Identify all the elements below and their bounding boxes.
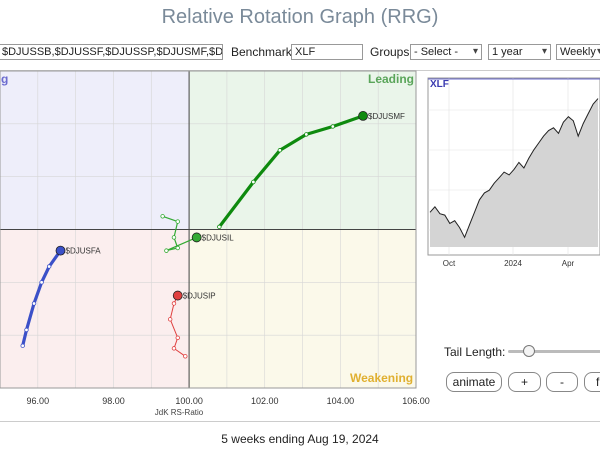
plot-border [0, 70, 417, 389]
tail-point-djusmf [277, 148, 283, 153]
head-point-djusip [172, 290, 183, 301]
x-tick-label: 106.00 [402, 396, 430, 406]
frequency-select[interactable]: Weekly [556, 44, 600, 60]
tail-point-djusil [160, 214, 165, 219]
quadrant-improving [0, 71, 190, 230]
tail-point-djusmf [217, 224, 222, 230]
period-footer: 5 weeks ending Aug 19, 2024 [221, 432, 379, 446]
mini-x-label: 2024 [504, 259, 522, 268]
tail-point-djusip [171, 346, 177, 351]
rrg-chart: $DJUSMF $DJUSFA $DJUSIL $DJUSIP [0, 70, 417, 389]
groups-label: Groups: [370, 45, 413, 59]
toolbar: $DJUSSB,$DJUSSF,$DJUSSP,$DJUSMF,$DJ Benc… [0, 43, 600, 63]
fit-button[interactable]: fi [584, 372, 600, 392]
benchmark-input[interactable]: XLF [291, 44, 363, 60]
tail-point-djusil [164, 248, 169, 253]
tail-point-djusip [167, 317, 173, 322]
mini-x-label: Apr [562, 259, 575, 268]
tail-point-djusil [175, 245, 180, 251]
x-tick-label: 100.00 [175, 396, 203, 406]
mini-symbol-label: XLF [430, 79, 449, 90]
head-point-djusfa [55, 245, 66, 256]
tail-point-djusil [171, 235, 177, 240]
animate-button[interactable]: animate [446, 372, 502, 392]
head-point-djusmf [358, 111, 368, 121]
tail-djusil [162, 215, 198, 252]
slider-track [508, 350, 600, 353]
tail-point-djusmf [330, 124, 335, 129]
tail-point-djusfa [31, 301, 37, 306]
series-label-djusfa: $DJUSFA [66, 247, 102, 256]
benchmark-price-chart: XLF Oct 2024 Apr [427, 77, 600, 268]
x-tick-label: 96.00 [26, 396, 50, 406]
tail-point-djusip [183, 354, 188, 359]
tail-point-djusfa [24, 327, 29, 333]
series-label-djusip: $DJUSIP [183, 292, 216, 301]
tail-point-djusil [175, 219, 180, 224]
slider-handle[interactable] [523, 345, 535, 357]
quadrant-label-improving: g [1, 72, 9, 86]
x-tick-label: 102.00 [250, 396, 279, 406]
quadrant-label-weakening: Weakening [350, 371, 414, 385]
page-title: Relative Rotation Graph (RRG) [161, 6, 439, 28]
series-label-djusil: $DJUSIL [202, 233, 235, 242]
symbols-input[interactable]: $DJUSSB,$DJUSSF,$DJUSSP,$DJUSMF,$DJ [0, 44, 223, 60]
tail-point-djusfa [20, 343, 25, 348]
benchmark-label: Benchmark: [231, 45, 296, 59]
zoom-out-button[interactable]: - [546, 372, 578, 392]
tail-point-djusmf [251, 179, 256, 185]
mini-x-label: Oct [443, 259, 456, 268]
mini-price-line [429, 98, 599, 239]
groups-select[interactable]: - Select - [410, 44, 482, 60]
x-tick-label: 104.00 [326, 396, 355, 406]
tail-point-djusmf [304, 132, 309, 137]
mini-price-area [430, 98, 598, 247]
head-point-djusil [191, 232, 202, 243]
tail-point-djusfa [39, 280, 44, 285]
period-select[interactable]: 1 year [488, 44, 551, 60]
tail-djusfa [21, 249, 63, 348]
series-label-djusmf: $DJUSMF [368, 112, 405, 121]
tail-djusmf [217, 114, 365, 229]
tail-point-djusfa [46, 264, 52, 269]
zoom-in-button[interactable]: + [508, 372, 541, 392]
tail-length-label: Tail Length: [444, 345, 506, 359]
quadrant-label-leading: Leading [368, 72, 415, 86]
tail-point-djusip [175, 335, 180, 341]
tail-length-slider[interactable] [508, 345, 600, 358]
tail-point-djusip [171, 301, 177, 306]
x-tick-label: 98.00 [102, 396, 125, 406]
x-axis-title: JdK RS-Ratio [154, 408, 204, 417]
